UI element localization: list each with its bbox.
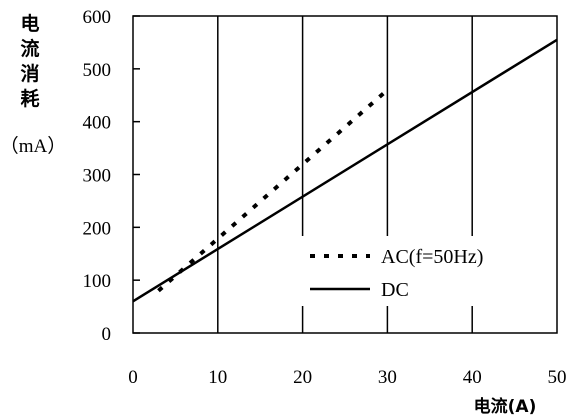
y-tick-label-400: 400 (83, 113, 112, 134)
legend-label-dc: DC (381, 279, 409, 301)
y-tick-label-0: 0 (102, 324, 112, 345)
y-tick-label-200: 200 (83, 218, 112, 239)
y-axis-tick-labels: 0 100 200 300 400 500 600 (83, 7, 140, 345)
x-axis-label: 电流(A) (474, 396, 537, 417)
y-tick-label-600: 600 (83, 7, 112, 28)
x-tick-label-50: 50 (548, 367, 567, 388)
x-tick-label-10: 10 (208, 367, 227, 388)
x-tick-label-0: 0 (128, 367, 138, 388)
series-line-dc (132, 38, 558, 303)
x-tick-label-40: 40 (463, 367, 482, 388)
y-tick-label-300: 300 (83, 166, 112, 187)
legend-label-ac: AC(f=50Hz) (381, 246, 483, 268)
y-tick-label-500: 500 (83, 60, 112, 81)
y-axis-label-char: 流 (20, 37, 39, 60)
x-axis-tick-labels: 0 10 20 30 40 50 (128, 367, 566, 388)
x-tick-label-20: 20 (293, 367, 312, 388)
series-line-ac (157, 88, 389, 293)
y-axis-label-char: 耗 (20, 88, 39, 110)
y-axis-label-char: 电 (20, 12, 39, 35)
legend: AC(f=50Hz) DC (300, 236, 512, 306)
y-tick-label-100: 100 (83, 271, 112, 292)
y-axis-label-char: 消 (20, 62, 39, 85)
y-axis-unit: （mA） (0, 135, 66, 157)
x-tick-label-30: 30 (378, 367, 397, 388)
series-lines (132, 38, 558, 303)
legend-background (300, 236, 512, 306)
